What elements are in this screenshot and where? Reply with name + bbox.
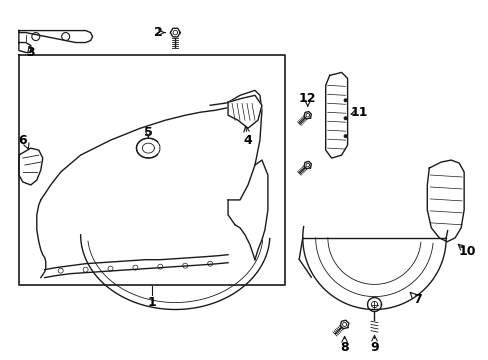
Text: 7: 7 [412,293,421,306]
Circle shape [343,98,347,102]
Text: 5: 5 [143,126,152,139]
Text: 11: 11 [350,106,367,119]
Circle shape [343,116,347,120]
Circle shape [343,134,347,138]
Text: 1: 1 [148,296,157,309]
Text: 9: 9 [369,341,378,354]
Text: 6: 6 [19,134,27,147]
Text: 4: 4 [243,134,252,147]
Polygon shape [227,95,262,128]
Text: 10: 10 [457,245,475,258]
Text: 8: 8 [340,341,348,354]
Text: 2: 2 [154,26,163,39]
Text: 3: 3 [26,46,35,59]
Text: 12: 12 [298,92,316,105]
